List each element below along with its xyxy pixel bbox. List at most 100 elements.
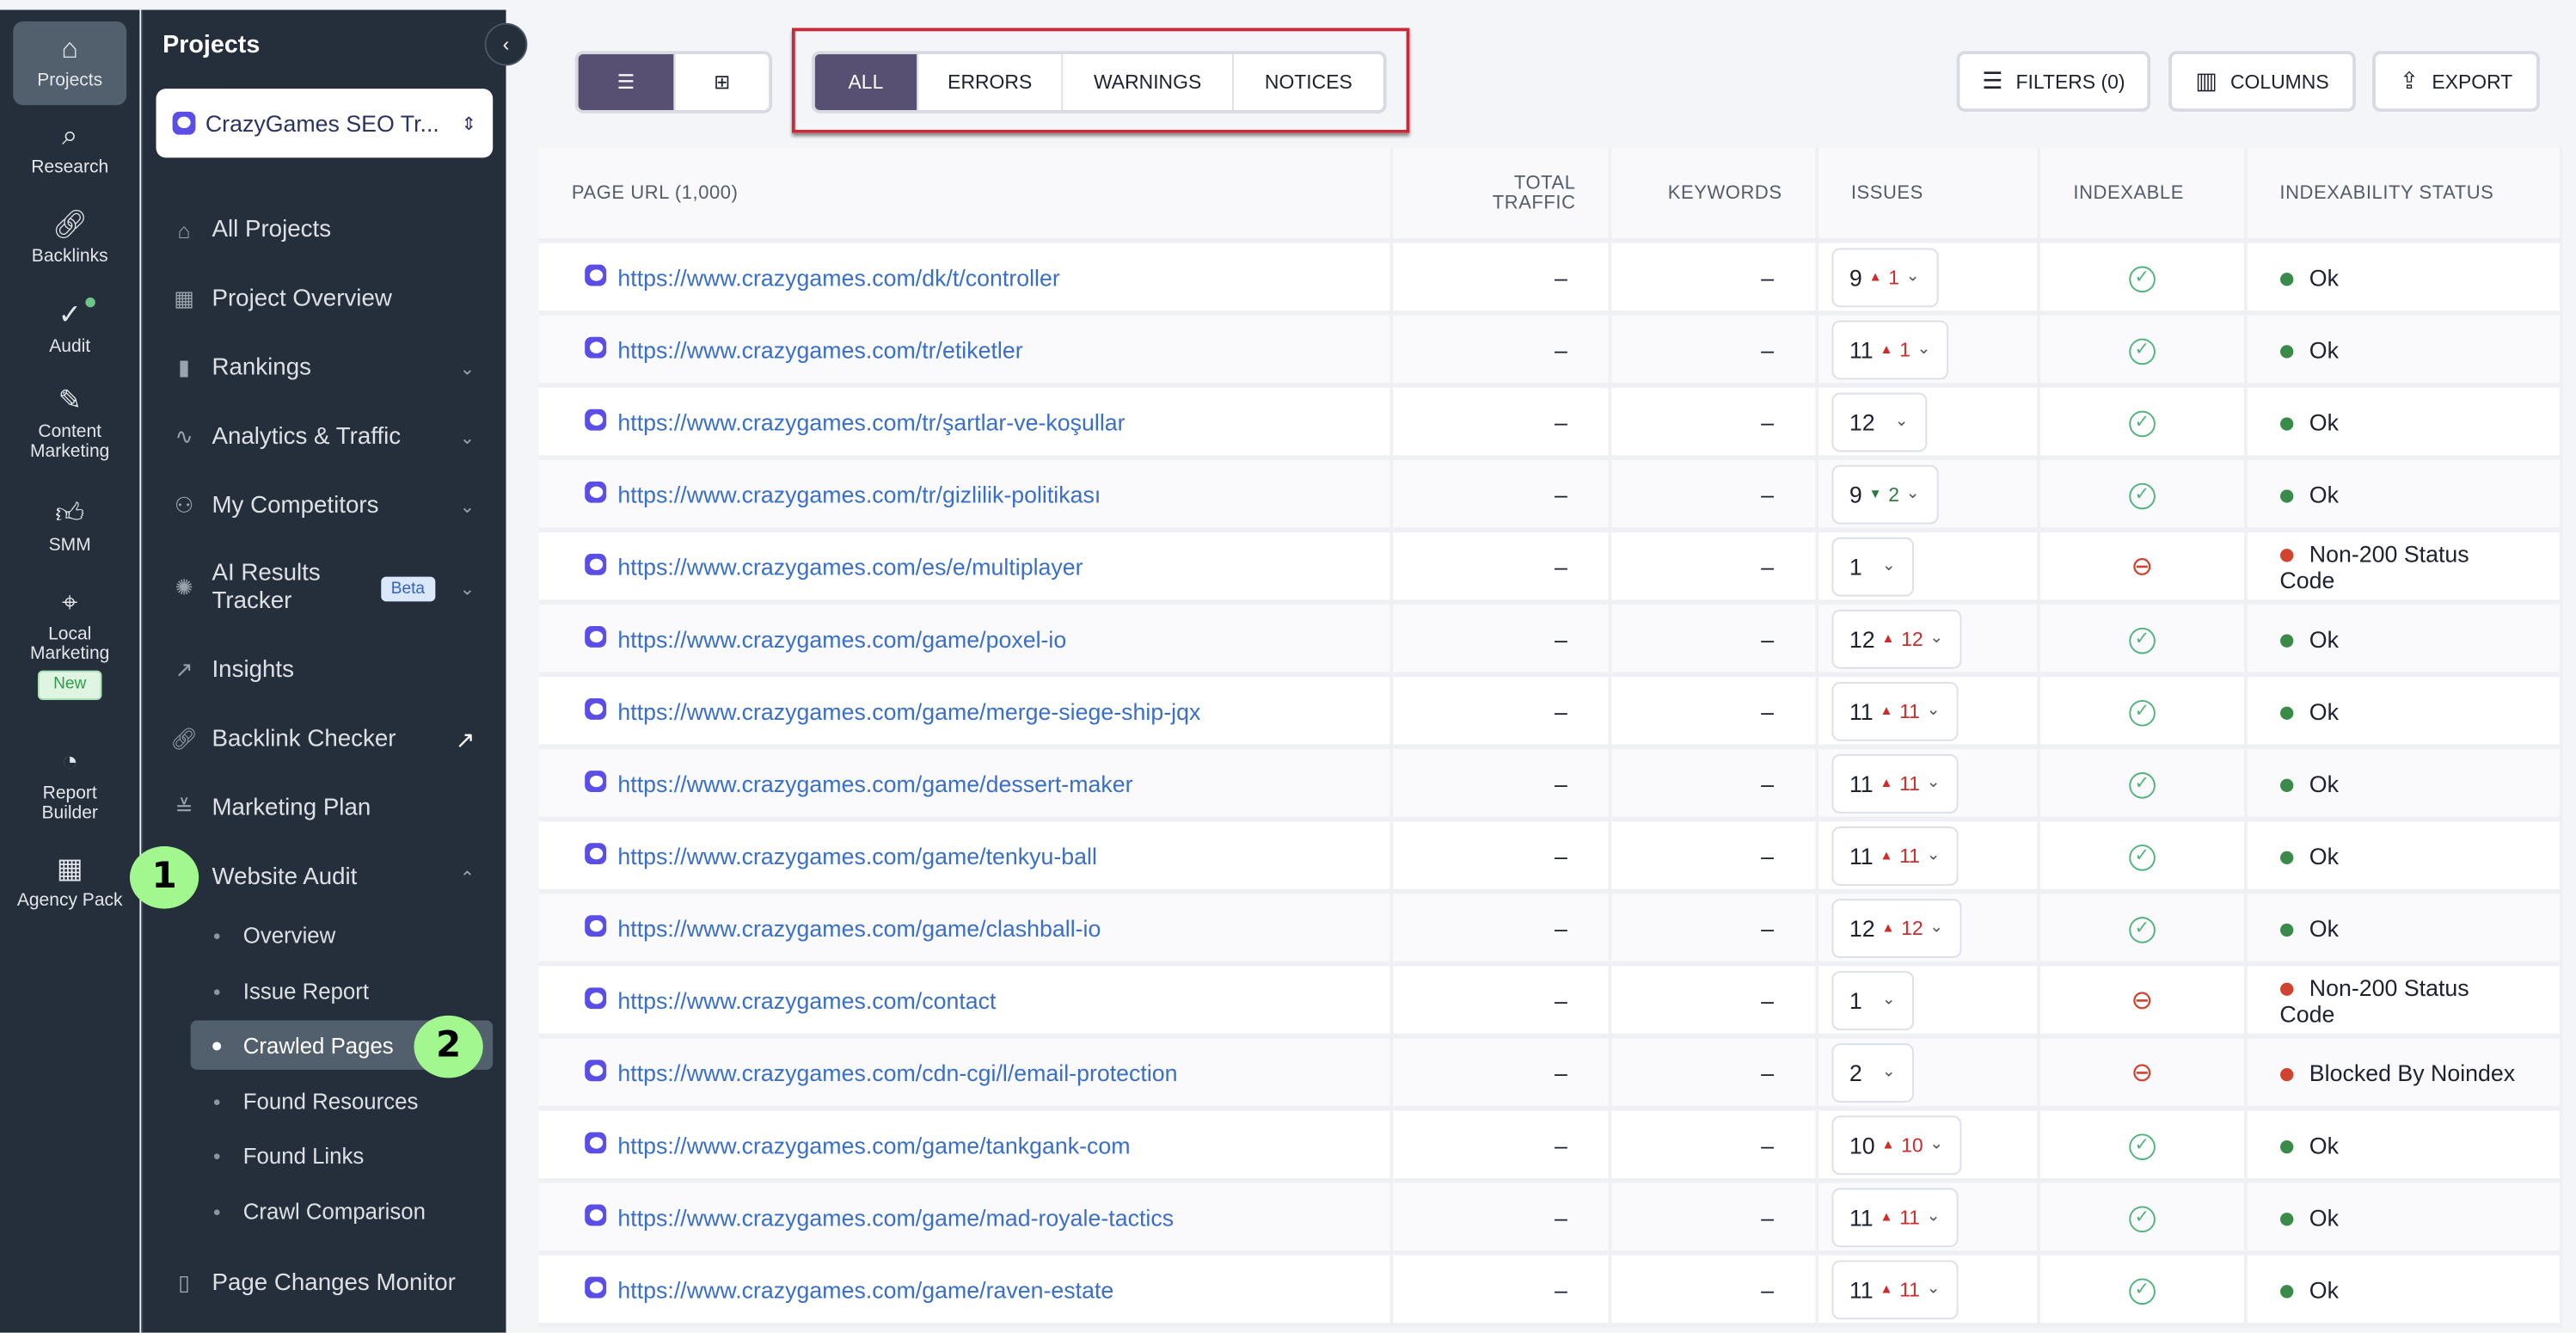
column-header[interactable]: TOTAL TRAFFIC bbox=[1394, 147, 1612, 243]
sidebar-item-all-projects[interactable]: ⌂ All Projects bbox=[143, 202, 507, 258]
sidebar-item-label: Analytics & Traffic bbox=[212, 423, 402, 451]
rail-item-research[interactable]: ⌕ Research bbox=[13, 119, 126, 177]
issues-dropdown[interactable]: 12 ▲ 12 ⌄ bbox=[1831, 898, 1962, 957]
project-selector[interactable]: CrazyGames SEO Tr... ⇕ bbox=[156, 89, 494, 158]
page-url-link[interactable]: https://www.crazygames.com/dk/t/controll… bbox=[617, 263, 1060, 291]
rail-item-audit[interactable]: ✓ Audit bbox=[13, 297, 126, 357]
page-url-link[interactable]: https://www.crazygames.com/game/mad-roya… bbox=[617, 1203, 1175, 1231]
issues-dropdown[interactable]: 9 ▼ 2 ⌄ bbox=[1831, 464, 1938, 524]
sidebar-item-analytics-traffic[interactable]: ∿ Analytics & Traffic ⌄ bbox=[143, 409, 507, 465]
issues-dropdown[interactable]: 1 ⌄ bbox=[1831, 970, 1914, 1030]
rail-item-projects[interactable]: ⌂ Projects bbox=[13, 21, 127, 106]
page-url-link[interactable]: https://www.crazygames.com/tr/gizlilik-p… bbox=[617, 480, 1101, 507]
column-header[interactable]: INDEXABLE bbox=[2040, 147, 2248, 243]
sidebar-item-marketing-plan[interactable]: ≚ Marketing Plan bbox=[143, 781, 507, 837]
page-url-link[interactable]: https://www.crazygames.com/game/tenkyu-b… bbox=[617, 842, 1097, 869]
split-panel-icon: ▯ bbox=[178, 1269, 190, 1295]
indexability-status-cell: Blocked By Noindex bbox=[2247, 1038, 2563, 1111]
rail-item-report-builder[interactable]: ◔ Report Builder bbox=[13, 745, 126, 823]
chevron-down-icon: ⌄ bbox=[459, 359, 475, 379]
page-url-link[interactable]: https://www.crazygames.com/game/poxel-io bbox=[617, 625, 1067, 652]
subnav-crawled-pages[interactable]: ● Crawled Pages bbox=[190, 1020, 494, 1070]
bullet-icon: ● bbox=[212, 1093, 221, 1109]
chevron-down-icon: ⌄ bbox=[1917, 340, 1931, 359]
traffic-cell: – bbox=[1394, 677, 1612, 750]
issues-dropdown[interactable]: 11 ▲ 11 ⌄ bbox=[1831, 1187, 1959, 1247]
status-text: Ok bbox=[2309, 625, 2339, 652]
sidebar-item-backlink-checker[interactable]: 🔗︎ Backlink Checker ↗ bbox=[143, 711, 507, 767]
issues-count: 11 bbox=[1849, 1203, 1874, 1231]
issues-dropdown[interactable]: 11 ▲ 1 ⌄ bbox=[1831, 319, 1949, 379]
filters-button[interactable]: ☰ FILTERS (0) bbox=[1956, 51, 2151, 112]
column-header[interactable]: KEYWORDS bbox=[1611, 147, 1819, 243]
subnav-label: Crawled Pages bbox=[242, 1032, 394, 1058]
page-url-link[interactable]: https://www.crazygames.com/contact bbox=[617, 986, 997, 1013]
status-text: Ok bbox=[2309, 842, 2339, 869]
rail-item-content-marketing[interactable]: ✎ Content Marketing bbox=[13, 383, 126, 462]
page-url-link[interactable]: https://www.crazygames.com/game/merge-si… bbox=[617, 697, 1201, 724]
column-header[interactable]: ISSUES bbox=[1818, 147, 2041, 243]
tab-all[interactable]: ALL bbox=[814, 54, 919, 111]
rail-item-label: Local Marketing bbox=[30, 624, 110, 664]
page-url-link[interactable]: https://www.crazygames.com/tr/etiketler bbox=[617, 335, 1023, 363]
issues-dropdown[interactable]: 12 ▲ 12 ⌄ bbox=[1831, 608, 1962, 668]
tree-view-button[interactable]: ⊞ bbox=[714, 71, 731, 94]
sidebar-item-label: Page Changes Monitor bbox=[212, 1269, 456, 1297]
page-url-link[interactable]: https://www.crazygames.com/game/dessert-… bbox=[617, 770, 1133, 796]
issues-dropdown[interactable]: 2 ⌄ bbox=[1831, 1042, 1914, 1103]
issues-dropdown[interactable]: 12 ⌄ bbox=[1831, 391, 1927, 452]
list-view-button[interactable]: ☰ bbox=[578, 54, 676, 111]
page-url-link[interactable]: https://www.crazygames.com/game/raven-es… bbox=[617, 1275, 1114, 1303]
traffic-cell: – bbox=[1394, 387, 1612, 460]
site-favicon-icon bbox=[585, 335, 607, 358]
collapse-sidebar-button[interactable]: ‹ bbox=[484, 22, 528, 66]
page-url-link[interactable]: https://www.crazygames.com/es/e/multipla… bbox=[617, 552, 1083, 580]
issues-dropdown[interactable]: 1 ⌄ bbox=[1831, 536, 1914, 596]
tab-errors[interactable]: ERRORS bbox=[918, 54, 1064, 111]
rail-item-smm[interactable]: 👍︎ SMM bbox=[13, 496, 126, 556]
issues-dropdown[interactable]: 11 ▲ 11 ⌄ bbox=[1831, 826, 1959, 885]
export-button[interactable]: ⇪ EXPORT bbox=[2372, 51, 2540, 112]
table-row: https://www.crazygames.com/game/dessert-… bbox=[538, 749, 2563, 822]
rail-item-label: Backlinks bbox=[31, 246, 108, 267]
subnav-overview[interactable]: ● Overview bbox=[191, 911, 494, 960]
columns-button[interactable]: ▥ COLUMNS bbox=[2168, 51, 2356, 112]
subnav-issue-report[interactable]: ● Issue Report bbox=[191, 966, 494, 1015]
tab-notices[interactable]: NOTICES bbox=[1264, 71, 1352, 94]
bullet-icon: ● bbox=[212, 1147, 221, 1163]
status-text: Ok bbox=[2309, 1203, 2339, 1231]
issues-dropdown[interactable]: 11 ▲ 11 ⌄ bbox=[1831, 680, 1959, 740]
rail-item-local-marketing[interactable]: ⌖ Local Marketing New bbox=[13, 585, 126, 700]
page-url-link[interactable]: https://www.crazygames.com/game/clashbal… bbox=[617, 914, 1101, 941]
pulse-icon: ∿ bbox=[175, 423, 193, 449]
page-url-link[interactable]: https://www.crazygames.com/game/tankgank… bbox=[617, 1131, 1131, 1158]
issues-dropdown[interactable]: 10 ▲ 10 ⌄ bbox=[1831, 1115, 1962, 1175]
sidebar-item-insights[interactable]: ↗ Insights bbox=[143, 642, 507, 698]
subnav-crawl-comparison[interactable]: ● Crawl Comparison bbox=[191, 1187, 494, 1236]
sidebar-item-ai-results-tracker[interactable]: ✺ AI Results Tracker Beta ⌄ bbox=[143, 561, 507, 617]
sidebar-item-page-changes-monitor[interactable]: ▯ Page Changes Monitor bbox=[143, 1256, 507, 1312]
chevron-down-icon: ⌄ bbox=[1929, 1135, 1944, 1154]
rail-item-backlinks[interactable]: 🔗︎ Backlinks bbox=[13, 207, 126, 267]
rail-item-label: Projects bbox=[37, 71, 103, 91]
highlight-box bbox=[791, 28, 1410, 133]
page-url-link[interactable]: https://www.crazygames.com/cdn-cgi/l/ema… bbox=[617, 1059, 1178, 1086]
sidebar-item-project-overview[interactable]: ▦ Project Overview bbox=[143, 271, 507, 327]
issues-dropdown[interactable]: 11 ▲ 11 ⌄ bbox=[1831, 753, 1959, 813]
sidebar-item-website-audit[interactable]: Website Audit ⌃ bbox=[143, 850, 507, 906]
subnav-found-links[interactable]: ● Found Links bbox=[191, 1131, 494, 1180]
issues-dropdown[interactable]: 11 ▲ 11 ⌄ bbox=[1831, 1259, 1959, 1319]
issues-dropdown[interactable]: 9 ▲ 1 ⌄ bbox=[1831, 247, 1938, 307]
column-header[interactable]: INDEXABILITY STATUS bbox=[2247, 147, 2563, 243]
column-header[interactable]: PAGE URL (1,000) bbox=[538, 147, 1395, 243]
sidebar-item-rankings[interactable]: ▮ Rankings ⌄ bbox=[143, 341, 507, 396]
tab-warnings[interactable]: WARNINGS bbox=[1063, 54, 1234, 111]
rail-item-agency-pack[interactable]: ▦ Agency Pack bbox=[13, 851, 126, 911]
page-url-link[interactable]: https://www.crazygames.com/tr/şartlar-ve… bbox=[617, 408, 1125, 435]
subnav-found-resources[interactable]: ● Found Resources bbox=[191, 1077, 494, 1126]
bar-chart-icon: ▮ bbox=[178, 354, 190, 380]
keywords-cell: – bbox=[1611, 459, 1819, 533]
arrow-up-icon: ▲ bbox=[1880, 703, 1893, 718]
sidebar-item-my-competitors[interactable]: ⚇ My Competitors ⌄ bbox=[143, 478, 507, 534]
issues-cell: 9 ▼ 2 ⌄ bbox=[1818, 459, 2041, 533]
